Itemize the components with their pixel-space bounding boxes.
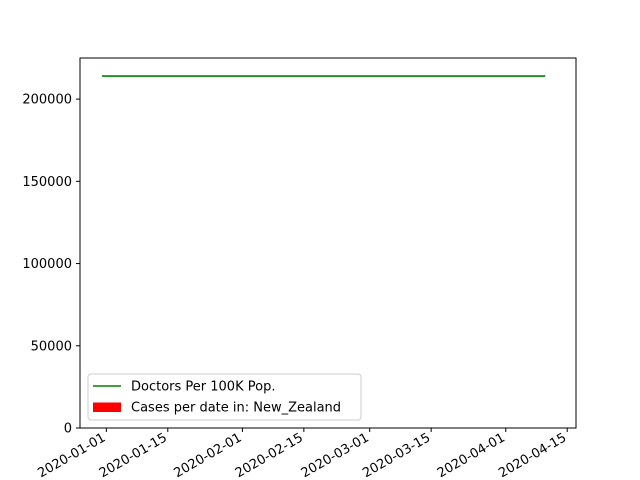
y-tick-label: 200000 [22,93,72,108]
legend-bar-swatch [93,402,121,412]
y-tick-label: 100000 [22,257,72,272]
legend-label: Cases per date in: New_Zealand [131,401,341,416]
legend-frame [87,373,362,421]
y-tick-label: 50000 [31,339,72,354]
legend: Doctors Per 100K Pop. Cases per date in: … [87,373,362,421]
legend-label: Doctors Per 100K Pop. [131,380,275,395]
y-tick-label: 0 [64,422,72,437]
y-tick-label: 150000 [22,175,72,190]
plot-frame [79,57,577,429]
